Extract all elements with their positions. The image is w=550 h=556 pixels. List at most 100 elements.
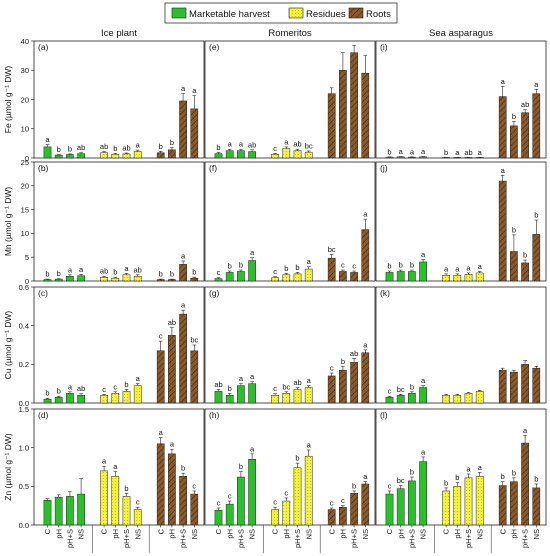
x-tick-label: NS (248, 529, 257, 539)
bar-residues-ph (282, 393, 291, 404)
significance-letter: a (455, 264, 460, 273)
significance-letter: a (79, 265, 84, 274)
bar-residues-ph (111, 277, 120, 282)
significance-letter: bc (397, 476, 405, 485)
bar-roots-ns (361, 72, 370, 159)
bar-marketable-c (43, 398, 52, 404)
bar-marketable-phpluss (408, 480, 416, 526)
x-tick-label: C (156, 528, 165, 534)
bar-roots-ns (532, 367, 541, 404)
significance-letter: b (45, 270, 49, 279)
bar-residues-ph (453, 395, 462, 404)
bar-marketable-ns (419, 461, 427, 526)
bar-marketable-ns (248, 151, 256, 159)
bar-roots-phpluss (179, 313, 187, 404)
bar-marketable-ph (225, 150, 234, 159)
bar-marketable-ph (54, 496, 63, 526)
y-tick-label: 1.5 (19, 405, 29, 414)
panel-tag: (i) (380, 42, 388, 52)
bar-marketable-c (385, 156, 394, 159)
significance-letter: bc (190, 336, 198, 345)
significance-letter: a (284, 137, 289, 146)
x-tick-label: pH (453, 529, 462, 539)
x-tick-label: pH (168, 529, 177, 539)
bar-marketable-ph (225, 395, 234, 404)
x-tick-label: pH (111, 529, 120, 539)
significance-letter: b (341, 357, 345, 366)
panel-d: (d)0.00.51.01.5C pH pH+S NSaCapHbpH+ScNSaCa… (19, 405, 205, 553)
panel-tag: (g) (209, 288, 220, 298)
significance-letter: a (170, 440, 175, 449)
significance-letter: ab (248, 140, 256, 149)
bar-roots-c (327, 257, 336, 282)
bar-marketable-ph (54, 278, 63, 282)
bar-residues-c (100, 395, 108, 404)
significance-letter: c (352, 262, 356, 271)
bar-marketable-ns (77, 493, 85, 526)
bar-residues-ns (304, 387, 313, 404)
panel-tag: (k) (380, 288, 390, 298)
bar-marketable-ns (248, 459, 256, 526)
panel-frame (33, 161, 205, 282)
bar-marketable-ph (54, 154, 63, 159)
significance-letter: b (295, 454, 299, 463)
x-tick-label: C (43, 528, 52, 534)
significance-letter: a (421, 250, 426, 259)
significance-letter: b (455, 473, 459, 482)
panel-k: (k) c bc ba (375, 286, 547, 404)
panel-h: (h) c Cc pH b pH+S a NS c Cc pH b pH+S a NS c Cc pH b pH+S a… (204, 408, 376, 553)
significance-letter: c (330, 498, 334, 507)
bar-residues-ns (304, 455, 313, 526)
significance-letter: b (113, 268, 117, 277)
bar-roots-ph (339, 369, 347, 404)
significance-letter: a (307, 440, 312, 449)
significance-letter: a (159, 428, 164, 437)
significance-letter: c (113, 382, 117, 391)
significance-letter: ab (77, 384, 85, 393)
bar-residues-ns (133, 509, 142, 526)
y-axis-label-mn: Mn (µmol g⁻¹ DW) (3, 187, 13, 257)
y-tick-label: 10 (21, 125, 29, 134)
x-tick-label: pH (225, 529, 234, 539)
bar-marketable-c (214, 510, 223, 526)
significance-letter: b (295, 263, 299, 272)
bar-marketable-ph (396, 156, 405, 159)
significance-letter: a (466, 464, 471, 473)
bar-roots-ns (532, 93, 541, 159)
significance-letter: b (159, 270, 163, 279)
bar-marketable-ns (77, 153, 85, 159)
bar-residues-ph (453, 275, 462, 282)
bar-marketable-ns (419, 156, 427, 159)
bar-marketable-ns (419, 387, 427, 404)
significance-letter: b (410, 468, 414, 477)
bar-residues-ph (282, 148, 291, 159)
significance-letter: b (534, 211, 538, 220)
bar-roots-c (498, 180, 507, 282)
significance-letter: b (444, 148, 448, 157)
bar-roots-phpluss (350, 362, 358, 404)
y-tick-label: 0.0 (19, 399, 29, 408)
y-tick-label: 0.2 (19, 360, 29, 369)
bar-residues-c (442, 395, 450, 404)
bar-residues-ph (282, 274, 291, 282)
significance-letter: ab (168, 318, 176, 327)
bar-residues-ph (111, 393, 120, 404)
significance-letter: b (534, 475, 538, 484)
bar-marketable-ns (248, 260, 256, 282)
significance-letter: a (239, 374, 244, 383)
significance-letter: a (363, 210, 368, 219)
significance-letter: b (181, 464, 185, 473)
legend-label-residues: Residues (306, 9, 346, 20)
bar-residues-ph (453, 486, 462, 526)
x-tick-label: NS (304, 529, 313, 539)
bar-marketable-ns (77, 275, 85, 282)
y-tick-label: 1.0 (19, 443, 29, 452)
bar-roots-ph (510, 251, 518, 282)
bar-roots-ns (190, 277, 199, 282)
significance-letter: c (217, 268, 221, 277)
bar-roots-phpluss (350, 493, 358, 526)
x-tick-label: NS (532, 529, 541, 539)
